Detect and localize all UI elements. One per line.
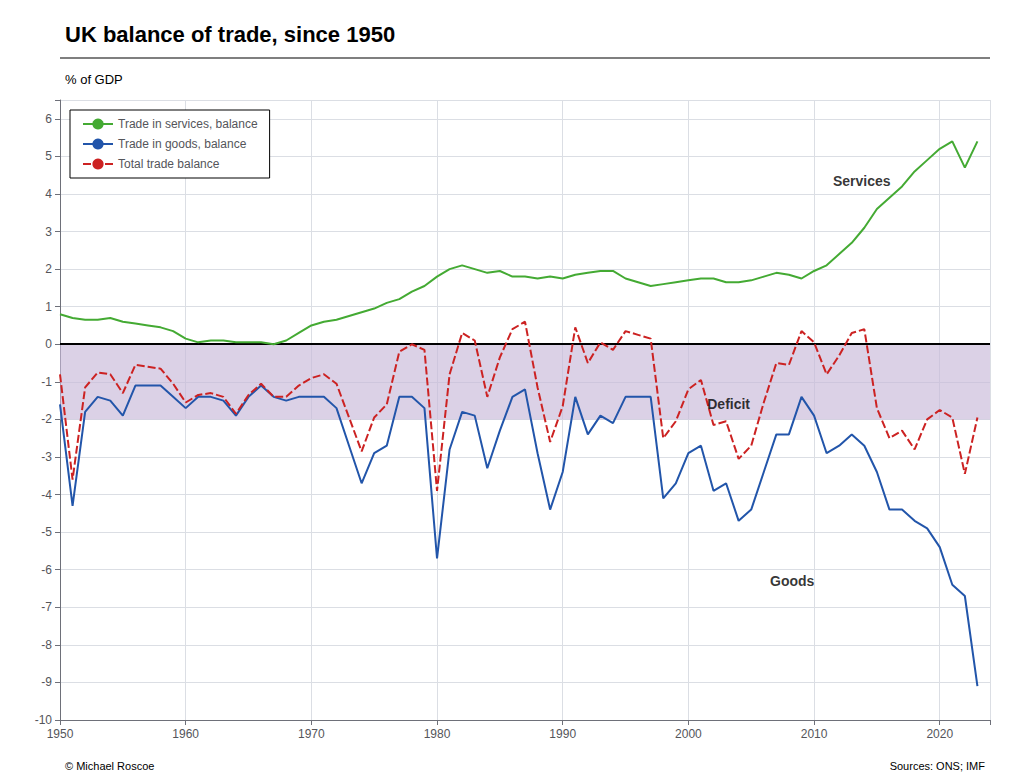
svg-text:1970: 1970	[298, 727, 325, 741]
svg-text:© Michael Roscoe: © Michael Roscoe	[65, 760, 154, 772]
svg-text:-1: -1	[41, 375, 52, 389]
svg-text:1950: 1950	[47, 727, 74, 741]
svg-text:Trade in services, balance: Trade in services, balance	[118, 117, 258, 131]
svg-text:-3: -3	[41, 450, 52, 464]
svg-text:-5: -5	[41, 525, 52, 539]
svg-text:-9: -9	[41, 675, 52, 689]
svg-text:5: 5	[45, 149, 52, 163]
svg-text:6: 6	[45, 112, 52, 126]
svg-text:2010: 2010	[801, 727, 828, 741]
svg-text:-6: -6	[41, 563, 52, 577]
svg-text:2020: 2020	[926, 727, 953, 741]
svg-text:-8: -8	[41, 638, 52, 652]
svg-text:2: 2	[45, 262, 52, 276]
svg-text:% of GDP: % of GDP	[65, 72, 123, 87]
svg-text:Total trade balance: Total trade balance	[118, 157, 220, 171]
svg-text:4: 4	[45, 187, 52, 201]
svg-text:0: 0	[45, 337, 52, 351]
svg-text:Trade in goods, balance: Trade in goods, balance	[118, 137, 247, 151]
svg-text:1: 1	[45, 300, 52, 314]
svg-text:-7: -7	[41, 600, 52, 614]
svg-text:Deficit: Deficit	[707, 396, 750, 412]
svg-text:-2: -2	[41, 412, 52, 426]
svg-text:-10: -10	[35, 713, 53, 727]
svg-text:1980: 1980	[424, 727, 451, 741]
svg-text:Sources: ONS; IMF: Sources: ONS; IMF	[890, 760, 986, 772]
svg-text:1990: 1990	[549, 727, 576, 741]
svg-text:2000: 2000	[675, 727, 702, 741]
svg-text:Services: Services	[833, 173, 891, 189]
svg-text:-4: -4	[41, 488, 52, 502]
svg-text:3: 3	[45, 225, 52, 239]
svg-text:Goods: Goods	[770, 573, 815, 589]
svg-text:UK balance of trade, since 195: UK balance of trade, since 1950	[65, 22, 395, 47]
svg-text:1960: 1960	[172, 727, 199, 741]
